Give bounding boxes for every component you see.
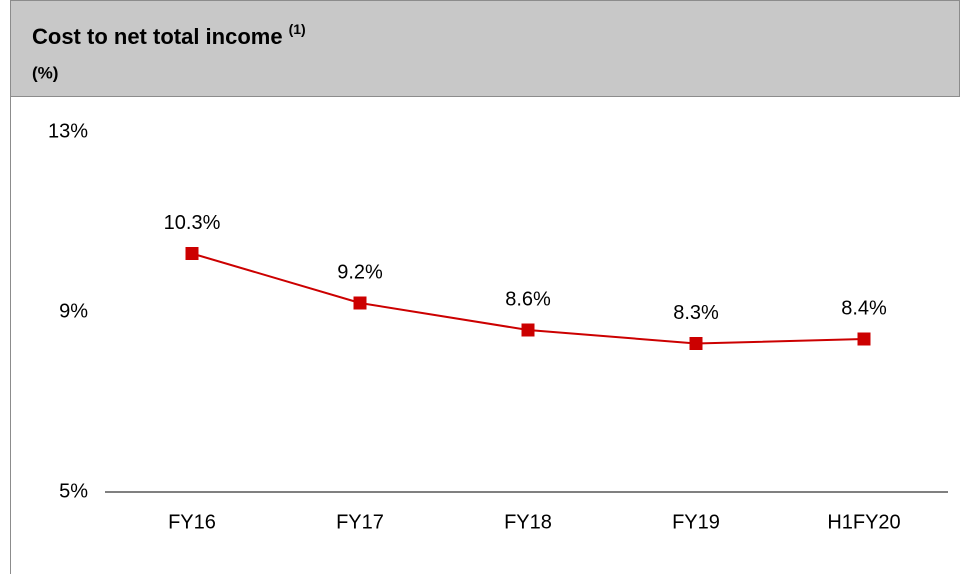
value-label: 9.2% (337, 261, 383, 283)
value-label: 8.6% (505, 288, 551, 310)
header-band (10, 0, 960, 97)
y-tick-label: 9% (59, 300, 88, 322)
value-label: 8.3% (673, 302, 719, 324)
title-note: (1) (289, 21, 306, 37)
x-tick-label: FY19 (672, 511, 720, 533)
y-tick-label: 5% (59, 480, 88, 502)
value-label: 10.3% (164, 212, 221, 234)
chart-subtitle: (%) (32, 63, 58, 82)
chart-title-text: Cost to net total income (32, 24, 283, 49)
marker (521, 323, 535, 337)
x-tick-label: FY17 (336, 511, 384, 533)
marker (689, 337, 703, 350)
marker (185, 247, 199, 260)
value-label: 8.4% (841, 297, 887, 319)
x-tick-label: FY16 (168, 511, 216, 533)
x-tick-label: FY18 (504, 511, 552, 533)
x-tick-label: H1FY20 (827, 511, 900, 533)
marker (857, 332, 871, 346)
y-tick-label: 13% (48, 120, 88, 142)
marker (353, 296, 367, 310)
chart-title: Cost to net total income (1) (32, 21, 306, 49)
